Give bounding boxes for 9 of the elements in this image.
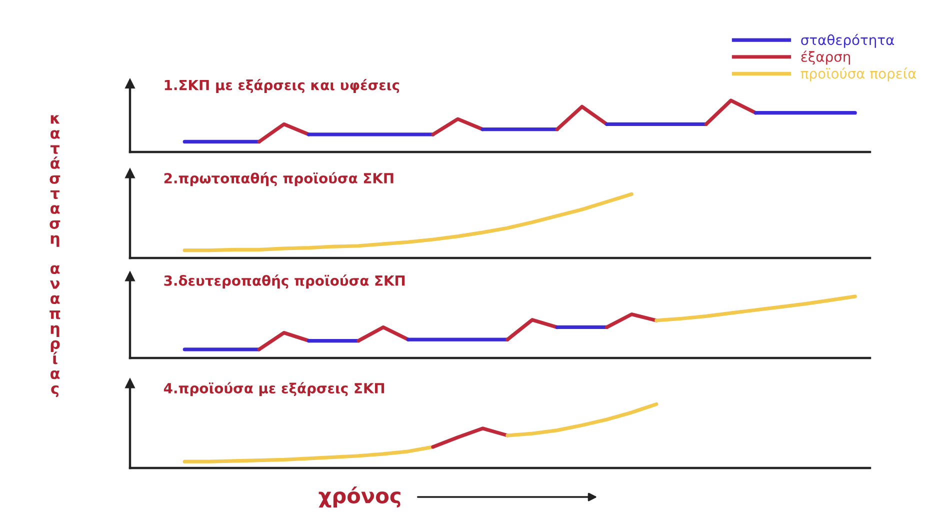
legend-label: προϊούσα πορεία: [800, 67, 916, 82]
chart-title: 4.προϊούσα με εξάρσεις ΣΚΠ: [164, 382, 384, 396]
chart-title: 2.πρωτοπαθής προϊούσα ΣΚΠ: [164, 172, 394, 186]
chart-title: 3.δευτεροπαθής προϊούσα ΣΚΠ: [164, 274, 405, 289]
legend-label: σταθερότητα: [801, 34, 894, 48]
text: κατάσταση αναπηρίας: [50, 115, 60, 398]
legend-label: έξαρση: [801, 50, 850, 65]
chart-title: 1.ΣΚΠ με εξάρσεις και υφέσεις: [164, 78, 400, 93]
x-axis-title: χρόνος: [318, 486, 400, 508]
